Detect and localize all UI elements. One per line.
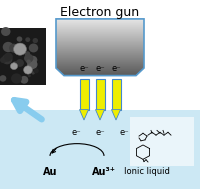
- Circle shape: [18, 51, 22, 55]
- Circle shape: [20, 76, 28, 84]
- Bar: [0, 28, 46, 85]
- Circle shape: [25, 37, 30, 42]
- Text: e⁻: e⁻: [95, 64, 105, 73]
- Bar: [80, 79, 88, 110]
- Circle shape: [27, 60, 37, 69]
- Circle shape: [1, 27, 11, 36]
- Circle shape: [26, 60, 31, 64]
- Text: e⁻: e⁻: [119, 128, 129, 137]
- Circle shape: [28, 74, 31, 77]
- Text: e⁻: e⁻: [71, 128, 81, 137]
- Circle shape: [3, 42, 14, 52]
- Circle shape: [0, 57, 6, 63]
- Circle shape: [25, 51, 30, 57]
- Bar: [112, 79, 120, 110]
- Circle shape: [4, 53, 13, 61]
- Circle shape: [24, 54, 33, 63]
- Text: Ionic liquid: Ionic liquid: [124, 167, 170, 177]
- Circle shape: [13, 61, 17, 66]
- Bar: [130, 117, 194, 166]
- Circle shape: [16, 59, 24, 67]
- Polygon shape: [112, 110, 120, 120]
- Circle shape: [2, 54, 12, 64]
- Bar: [0, 110, 200, 189]
- Circle shape: [29, 43, 38, 52]
- Text: Electron gun: Electron gun: [60, 6, 140, 19]
- Circle shape: [17, 36, 22, 42]
- Text: e⁻: e⁻: [95, 128, 105, 137]
- Circle shape: [11, 73, 22, 84]
- Circle shape: [31, 71, 35, 74]
- Circle shape: [9, 44, 18, 53]
- Text: e⁻: e⁻: [79, 64, 89, 73]
- Bar: [96, 79, 104, 110]
- Circle shape: [24, 66, 32, 74]
- Text: Au: Au: [43, 167, 57, 177]
- Polygon shape: [80, 110, 88, 120]
- Text: e⁻: e⁻: [111, 64, 121, 73]
- Circle shape: [33, 38, 38, 43]
- Text: Au³⁺: Au³⁺: [92, 167, 116, 177]
- Circle shape: [29, 56, 37, 64]
- Circle shape: [33, 68, 39, 73]
- Circle shape: [10, 63, 18, 70]
- Circle shape: [3, 54, 11, 62]
- Circle shape: [0, 75, 6, 82]
- Circle shape: [14, 43, 26, 55]
- Polygon shape: [96, 110, 104, 120]
